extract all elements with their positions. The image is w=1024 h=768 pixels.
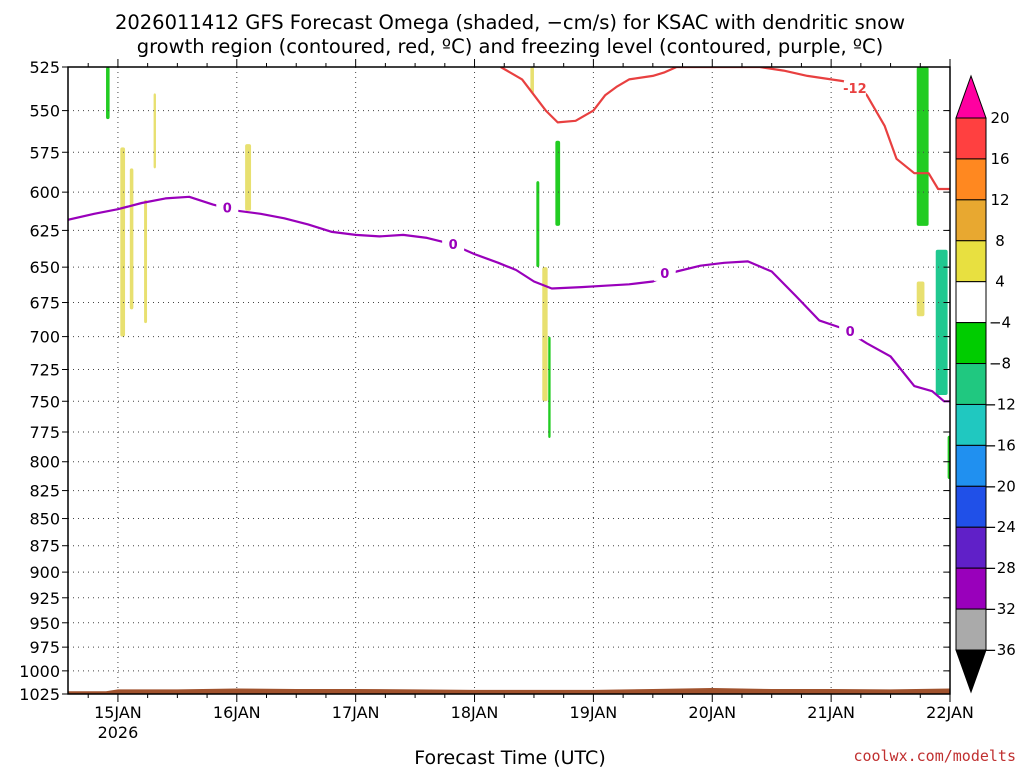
- omega-shade-patch: [530, 67, 534, 94]
- x-tick-label: 15JAN: [94, 703, 142, 722]
- colorbar-band: [955, 117, 987, 160]
- colorbar-band: [955, 363, 987, 405]
- freezing-level-line-label-bg: [839, 323, 862, 340]
- terrain-band: [68, 688, 950, 694]
- freezing-level-line-label: 0: [846, 325, 855, 340]
- omega-shade-patch: [555, 140, 561, 226]
- freezing-level-line: [68, 195, 950, 403]
- y-tick-label: 775: [29, 423, 60, 442]
- y-tick-label: 625: [29, 221, 60, 240]
- freezing-level-line-label: 0: [449, 238, 458, 253]
- y-tick-label: 1025: [19, 685, 60, 704]
- y-tick-label: 675: [29, 294, 60, 313]
- chart-title-line2: growth region (contoured, red, ºC) and f…: [137, 35, 884, 58]
- x-tick-label: 16JAN: [213, 703, 261, 722]
- x-tick-label: 22JAN: [926, 703, 974, 722]
- dendritic-minus12-line-label: -12: [843, 82, 867, 97]
- colorbar-label: −8: [989, 355, 1011, 373]
- y-tick-label: 600: [29, 183, 60, 202]
- freezing-level-line-label: 0: [223, 202, 232, 217]
- colorbar-label: 16: [990, 150, 1009, 168]
- colorbar-label: −20: [984, 477, 1016, 495]
- omega-shade-patch: [916, 281, 925, 317]
- omega-shade-patch: [536, 181, 540, 268]
- colorbar-band: [955, 322, 987, 365]
- colorbar-label: −28: [984, 559, 1016, 577]
- colorbar-bottom-arrow: [955, 649, 987, 694]
- omega-colorbar: 20 16 12 8 4 −4 −8 −12 −16 −20 −24 −28 −32 −36: [955, 74, 1016, 694]
- y-tick-label: 700: [29, 328, 60, 347]
- colorbar-band: [955, 403, 987, 446]
- chart-title-line1: 2026011412 GFS Forecast Omega (shaded, −…: [115, 11, 905, 34]
- freezing-level-line-label: 0: [660, 267, 669, 282]
- colorbar-label: −32: [984, 600, 1016, 618]
- colorbar-band: [955, 281, 987, 324]
- colorbar-label: −4: [989, 314, 1011, 332]
- x-tick-label: 17JAN: [332, 703, 380, 722]
- x-tick-label: 18JAN: [451, 703, 499, 722]
- y-tick-label: 950: [29, 614, 60, 633]
- y-tick-label: 850: [29, 510, 60, 529]
- colorbar-top-arrow: [955, 74, 987, 119]
- colorbar-band: [955, 444, 987, 487]
- omega-shade-patch: [153, 93, 156, 169]
- colorbar-label: −12: [984, 395, 1016, 413]
- dendritic-minus12-line-label-bg: [843, 80, 866, 97]
- y-tick-label: 525: [29, 58, 60, 77]
- colorbar-band: [955, 485, 987, 528]
- plot-area: 0 0 0 0 -12: [67, 66, 951, 695]
- y-tick-label: 925: [29, 589, 60, 608]
- y-tick-label: 725: [29, 360, 60, 379]
- omega-shade-patch: [120, 147, 126, 337]
- y-tick-label: 1000: [19, 662, 60, 681]
- omega-shade-patch: [947, 435, 950, 480]
- omega-shade-patch: [106, 67, 110, 120]
- colorbar-band: [955, 199, 987, 242]
- y-tick-label: 975: [29, 638, 60, 657]
- colorbar-label: 12: [990, 191, 1009, 209]
- x-tick-sublabel: 2026: [98, 723, 139, 742]
- x-tick-label: 21JAN: [807, 703, 855, 722]
- colorbar-label: 20: [990, 109, 1009, 127]
- omega-shade-patch: [245, 144, 252, 211]
- freezing-level-line-label-bg: [442, 235, 465, 252]
- y-tick-label: 875: [29, 537, 60, 556]
- y-tick-label: 575: [29, 143, 60, 162]
- y-tick-label: 750: [29, 392, 60, 411]
- omega-shade-patch: [542, 267, 548, 402]
- colorbar-band: [955, 608, 987, 651]
- y-tick-label: 900: [29, 563, 60, 582]
- y-axis: 525 550 575 600 625 650 675 700 725 750 775 800 825 8…: [19, 58, 950, 704]
- omega-shade-patch: [144, 199, 148, 324]
- omega-shade-patch: [916, 67, 929, 226]
- colorbar-band: [955, 567, 987, 610]
- freezing-level-line-label-bg: [216, 199, 239, 216]
- x-tick-label: 20JAN: [688, 703, 736, 722]
- colorbar-label: −24: [984, 518, 1016, 536]
- y-tick-label: 800: [29, 453, 60, 472]
- colorbar-band: [955, 158, 987, 201]
- colorbar-label: 8: [995, 232, 1005, 250]
- credit-link[interactable]: coolwx.com/modelts: [853, 747, 1016, 765]
- y-tick-label: 825: [29, 482, 60, 501]
- omega-shade-patch: [935, 249, 948, 395]
- plot-frame: [67, 66, 951, 695]
- colorbar-label: −16: [984, 436, 1016, 454]
- y-tick-label: 650: [29, 258, 60, 277]
- x-axis-label: Forecast Time (UTC): [414, 747, 605, 768]
- colorbar-label: 4: [995, 273, 1005, 291]
- freezing-level-line-label-bg: [653, 264, 676, 281]
- plot-clip-group: 0 0 0 0 -12: [68, 67, 950, 694]
- colorbar-label: −36: [984, 641, 1016, 659]
- omega-shade-patch: [548, 336, 551, 439]
- omega-shade-patch: [129, 168, 134, 310]
- colorbar-band: [955, 526, 987, 569]
- y-tick-label: 550: [29, 102, 60, 121]
- x-tick-label: 19JAN: [570, 703, 618, 722]
- dendritic-minus12-line: [500, 67, 950, 191]
- colorbar-band: [955, 240, 987, 283]
